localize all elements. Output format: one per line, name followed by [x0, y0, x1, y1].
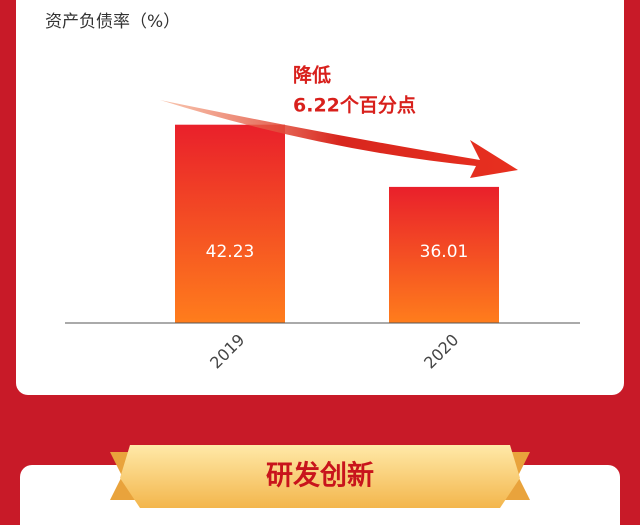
section-title: 研发创新: [266, 460, 374, 492]
value-label: 42.23: [206, 242, 255, 262]
bar: [389, 186, 499, 323]
card: [16, 0, 624, 395]
value-label: 36.01: [420, 242, 469, 262]
annotation: 6.22个百分点: [293, 95, 416, 117]
chart-title: 资产负债率（%）: [45, 12, 180, 32]
bar: [175, 124, 285, 323]
ribbon: [120, 445, 520, 508]
annotation: 降低: [293, 64, 331, 87]
trend-arrow: [160, 100, 518, 178]
